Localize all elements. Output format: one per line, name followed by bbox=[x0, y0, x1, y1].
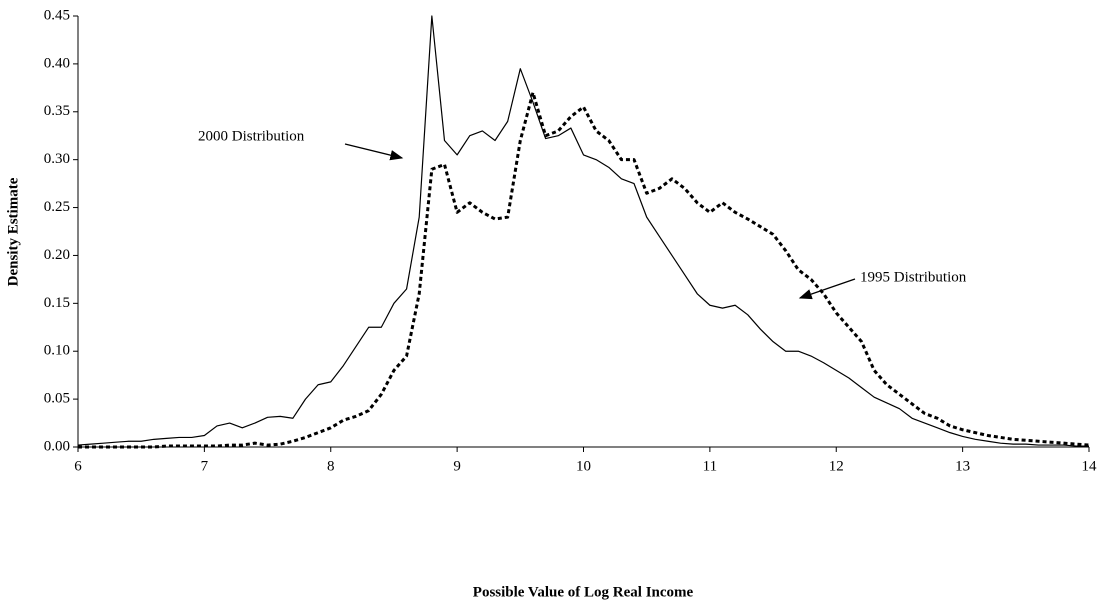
series-line bbox=[78, 91, 1090, 449]
x-tick-label: 14 bbox=[1082, 458, 1098, 474]
x-tick-label: 11 bbox=[703, 458, 717, 474]
y-tick-label: 0.10 bbox=[44, 343, 70, 359]
annotation: 2000 Distribution bbox=[198, 128, 305, 144]
x-tick-label: 8 bbox=[327, 458, 335, 474]
series-line bbox=[77, 15, 1089, 447]
annotation: 1995 Distribution bbox=[860, 269, 967, 285]
y-tick-label: 0.05 bbox=[44, 391, 70, 407]
annotation-arrow bbox=[798, 278, 856, 300]
y-tick-label: 0.35 bbox=[44, 103, 70, 119]
y-tick-label: 0.30 bbox=[44, 151, 70, 167]
y-tick-label: 0.40 bbox=[44, 55, 70, 71]
annotation-arrow bbox=[344, 143, 404, 161]
y-tick-label: 0.20 bbox=[44, 247, 70, 263]
y-tick-label: 0.15 bbox=[44, 295, 70, 311]
y-tick-label: 0.00 bbox=[44, 438, 70, 454]
y-axis-label: Density Estimate bbox=[5, 177, 21, 286]
y-tick-label: 0.45 bbox=[44, 7, 70, 23]
x-tick-label: 10 bbox=[576, 458, 591, 474]
x-tick-label: 12 bbox=[829, 458, 844, 474]
x-tick-label: 13 bbox=[955, 458, 970, 474]
y-tick-label: 0.25 bbox=[44, 199, 70, 215]
x-tick-label: 6 bbox=[74, 458, 82, 474]
x-axis-label: Possible Value of Log Real Income bbox=[473, 584, 694, 600]
x-tick-label: 7 bbox=[201, 458, 209, 474]
x-tick-label: 9 bbox=[453, 458, 461, 474]
